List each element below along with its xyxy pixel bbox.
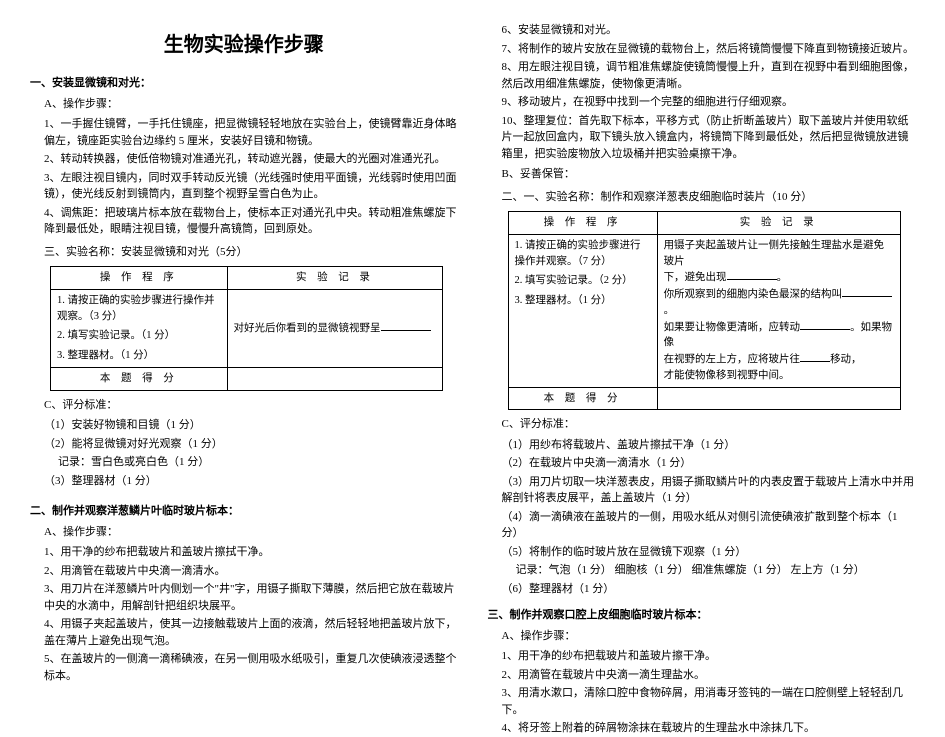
sec3-item: 1、用干净的纱布把载玻片和盖玻片擦干净。 — [502, 648, 916, 665]
pre-item: 10、整理复位：首先取下标本，平移方式（防止折断盖玻片）取下盖玻片并使用软纸片一… — [502, 113, 916, 163]
blank-line — [381, 320, 431, 331]
right-column: 6、安装显微镜和对光。 7、将制作的玻片安放在显微镜的载物台上，然后将镜筒慢慢下… — [488, 20, 916, 635]
grade-item: （1）安装好物镜和目镜（1 分） — [44, 417, 458, 434]
sec1-item: 3、左眼注视目镜内，同时双手转动反光镜（光线强时使用平面镜，光线弱时使用凹面镜）… — [44, 170, 458, 203]
sec2-item: 1、用干净的纱布把载玻片和盖玻片擦拭干净。 — [44, 544, 458, 561]
sec3-head: 三、制作并观察口腔上皮细胞临时玻片标本： — [488, 607, 916, 624]
t2-n3: 你所观察到的细胞内染色最深的结构叫 — [664, 289, 843, 300]
sec1-head: 一、安装显微镜和对光： — [30, 75, 458, 92]
sec3-item: 4、将牙签上附着的碎屑物涂抹在载玻片的生理盐水中涂抹几下。 — [502, 720, 916, 737]
table2: 操 作 程 序 实 验 记 录 1. 请按正确的实验步骤进行操作并观察。（7 分… — [508, 211, 901, 410]
grade-item: （2）能将显微镜对好光观察（1 分） — [44, 436, 458, 453]
grade2-item: （5）将制作的临时玻片放在显微镜下观察（1 分） — [502, 544, 916, 561]
table2-caption: 二、一、实验名称：制作和观察洋葱表皮细胞临时装片（10 分） — [502, 189, 916, 206]
grade2-item: （6）整理器材（1 分） — [502, 581, 916, 598]
grade-item: （3）整理器材（1 分） — [44, 473, 458, 490]
t1-r3: 3. 整理器材。（1 分） — [57, 348, 221, 364]
sec2-sub: A、操作步骤： — [44, 524, 458, 541]
sec1-item: 2、转动转换器，使低倍物镜对准通光孔，转动遮光器，使最大的光圈对准通光孔。 — [44, 151, 458, 168]
left-column: 生物实验操作步骤 一、安装显微镜和对光： A、操作步骤： 1、一手握住镜臂，一手… — [30, 20, 458, 635]
table1: 操 作 程 序 实 验 记 录 1. 请按正确的实验步骤进行操作并观察。（3 分… — [50, 266, 443, 391]
table1-foot: 本 题 得 分 — [51, 367, 228, 390]
table2-right-cell: 用镊子夹起盖玻片让一侧先接触生理盐水是避免玻片 下，避免出现。 你所观察到的细胞… — [657, 234, 900, 387]
t1-r1: 1. 请按正确的实验步骤进行操作并观察。（3 分） — [57, 293, 221, 325]
table2-left-cell: 1. 请按正确的实验步骤进行操作并观察。（7 分） 2. 填写实验记录。（2 分… — [508, 234, 657, 387]
grade2-item: （1）用纱布将载玻片、盖玻片擦拭干净（1 分） — [502, 437, 916, 454]
table1-right-cell: 对好光后你看到的显微镜视野呈 — [227, 289, 443, 367]
pre-item: 9、移动玻片，在视野中找到一个完整的细胞进行仔细观察。 — [502, 94, 916, 111]
t2-r2: 2. 填写实验记录。（2 分） — [515, 273, 651, 289]
t2-r1: 1. 请按正确的实验步骤进行操作并观察。（7 分） — [515, 238, 651, 270]
table1-h2: 实 验 记 录 — [227, 267, 443, 290]
t1-note: 对好光后你看到的显微镜视野呈 — [234, 323, 381, 334]
grade-item: 记录：雪白色或亮白色（1 分） — [58, 454, 458, 471]
grade2-item: 记录：气泡（1 分） 细胞核（1 分） 细准焦螺旋（1 分） 左上方（1 分） — [516, 562, 916, 579]
table2-foot: 本 题 得 分 — [508, 387, 657, 410]
t2-r3: 3. 整理器材。（1 分） — [515, 293, 651, 309]
t2-n1: 用镊子夹起盖玻片让一侧先接触生理盐水是避免玻片 — [664, 240, 885, 267]
table2-h1: 操 作 程 序 — [508, 212, 657, 235]
sec1-item: 1、一手握住镜臂，一手托住镜座，把显微镜轻轻地放在实验台上，使镜臂靠近身体略偏左… — [44, 116, 458, 149]
t2-n5: 在视野的左上方，应将玻片往 — [664, 354, 801, 365]
sec2-head: 二、制作并观察洋葱鳞片叶临时玻片标本： — [30, 503, 458, 520]
blank-line — [800, 351, 830, 362]
pre-item: 7、将制作的玻片安放在显微镜的载物台上，然后将镜筒慢慢下降直到物镜接近玻片。 — [502, 41, 916, 58]
blank-line — [727, 269, 777, 280]
sec3-item: 3、用清水漱口，清除口腔中食物碎屑，用消毒牙签钝的一端在口腔侧壁上轻轻刮几下。 — [502, 685, 916, 718]
blank-line — [842, 286, 892, 297]
sec2-item: 4、用镊子夹起盖玻片，使其一边接触载玻片上面的液滴，然后轻轻地把盖玻片放下，盖在… — [44, 616, 458, 649]
grade-head: C、评分标准： — [44, 397, 458, 414]
t1-r2: 2. 填写实验记录。（1 分） — [57, 328, 221, 344]
sec2-item: 3、用刀片在洋葱鳞片叶内侧划一个"井"字，用镊子撕取下薄膜，然后把它放在载玻片中… — [44, 581, 458, 614]
sec1-item: 4、调焦距：把玻璃片标本放在载物台上，使标本正对通光孔中央。转动粗准焦螺旋下降到… — [44, 205, 458, 238]
sec1-sub: A、操作步骤： — [44, 96, 458, 113]
pre-item: 8、用左眼注视目镜，调节粗准焦螺旋使镜筒慢慢上升，直到在视野中看到细胞图像，然后… — [502, 59, 916, 92]
t2-n6: 才能使物像移到视野中间。 — [664, 368, 894, 384]
doc-title: 生物实验操作步骤 — [30, 30, 458, 60]
t2-n2: 下，避免出现 — [664, 272, 727, 283]
t2-n5b: 移动， — [830, 354, 862, 365]
sec3-sub: A、操作步骤： — [502, 628, 916, 645]
t2-n4: 如果要让物像更清晰，应转动 — [664, 322, 801, 333]
blank-line — [800, 319, 850, 330]
table1-foot-blank — [227, 367, 443, 390]
table2-h2: 实 验 记 录 — [657, 212, 900, 235]
table1-h1: 操 作 程 序 — [51, 267, 228, 290]
save-head: B、妥善保管： — [502, 166, 916, 183]
pre-item: 6、安装显微镜和对光。 — [502, 22, 916, 39]
grade2-item: （2）在载玻片中央滴一滴清水（1 分） — [502, 455, 916, 472]
table1-left-cell: 1. 请按正确的实验步骤进行操作并观察。（3 分） 2. 填写实验记录。（1 分… — [51, 289, 228, 367]
sec2-item: 2、用滴管在载玻片中央滴一滴清水。 — [44, 563, 458, 580]
table2-foot-blank — [657, 387, 900, 410]
grade2-item: （4）滴一滴碘液在盖玻片的一侧，用吸水纸从对侧引流使碘液扩散到整个标本（1 分） — [502, 509, 916, 542]
grade2-item: （3）用刀片切取一块洋葱表皮，用镊子撕取鳞片叶的内表皮置于载玻片上清水中并用解剖… — [502, 474, 916, 507]
sec2-item: 5、在盖玻片的一侧滴一滴稀碘液，在另一侧用吸水纸吸引，重复几次使碘液浸透整个标本… — [44, 651, 458, 684]
sec3-item: 2、用滴管在载玻片中央滴一滴生理盐水。 — [502, 667, 916, 684]
grade2-head: C、评分标准： — [502, 416, 916, 433]
table1-caption: 三、实验名称：安装显微镜和对光（5分） — [44, 244, 458, 261]
